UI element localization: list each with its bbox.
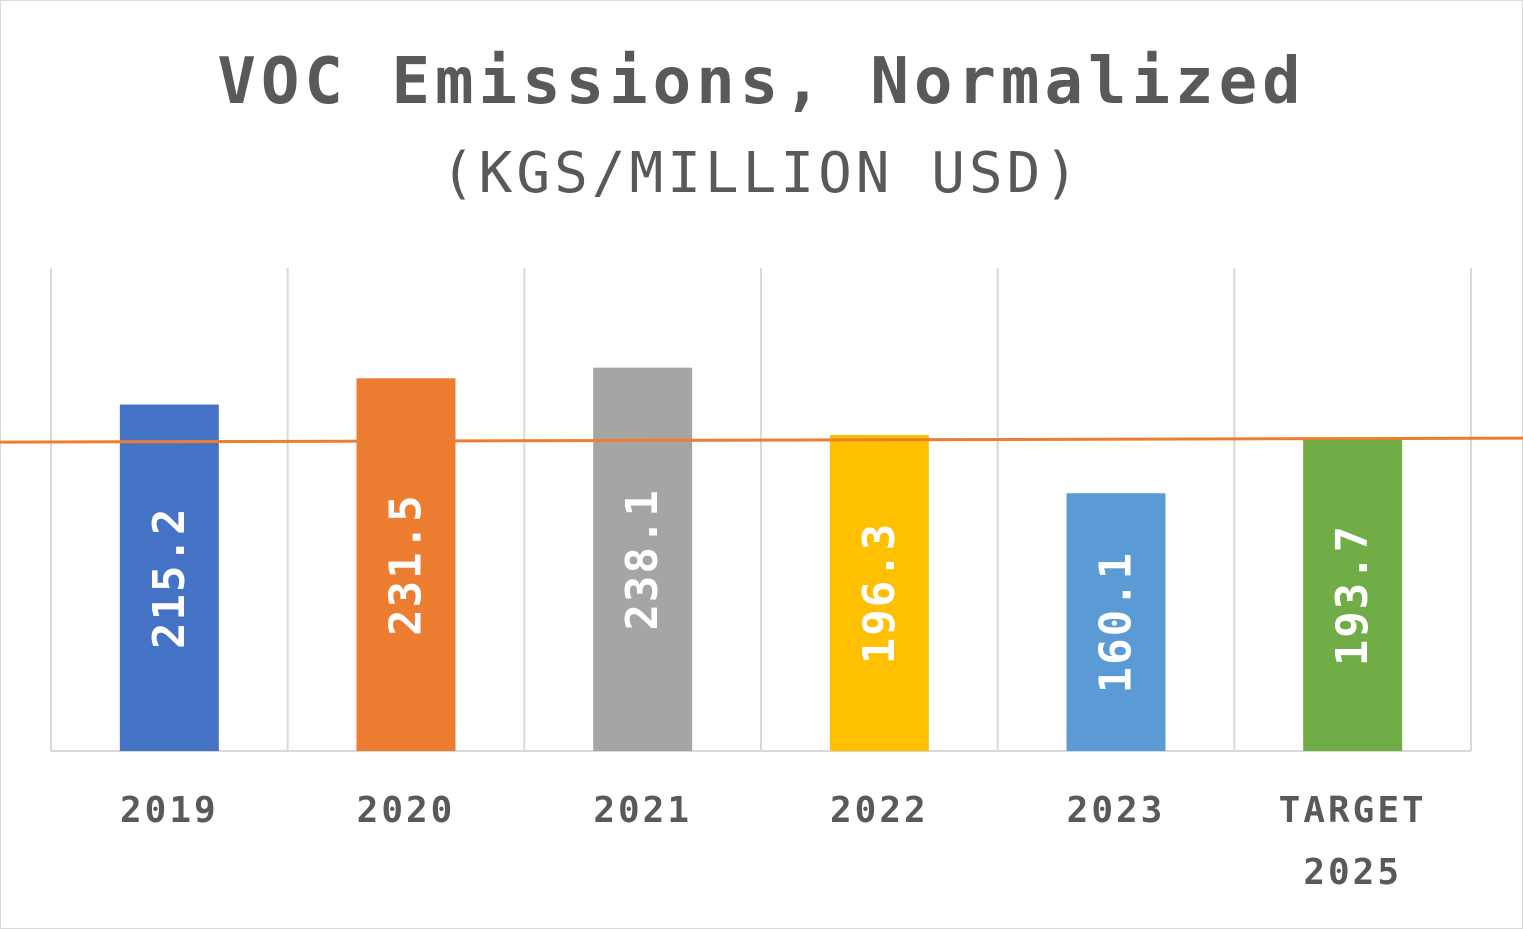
bar xyxy=(119,404,219,751)
data-label: 196.3 xyxy=(854,522,905,664)
chart-subtitle: (KGS/MILLION USD) xyxy=(440,141,1083,206)
bar xyxy=(829,434,929,751)
category-label: 2025 xyxy=(1303,852,1402,893)
category-label: TARGET xyxy=(1279,790,1427,831)
data-label: 215.2 xyxy=(144,507,195,649)
category-label: 2021 xyxy=(593,790,692,831)
data-label: 193.7 xyxy=(1327,524,1378,666)
bar xyxy=(1066,493,1166,751)
data-label: 160.1 xyxy=(1091,551,1142,693)
bar xyxy=(593,367,693,751)
target-reference-line xyxy=(0,436,1523,444)
category-label: 2020 xyxy=(357,790,456,831)
bar xyxy=(1303,439,1403,751)
category-label: 2022 xyxy=(830,790,929,831)
chart-title: VOC Emissions, Normalized xyxy=(217,45,1306,119)
data-label: 238.1 xyxy=(617,488,668,630)
category-label: 2019 xyxy=(120,790,219,831)
data-label: 231.5 xyxy=(381,493,432,635)
category-label: 2023 xyxy=(1067,790,1166,831)
